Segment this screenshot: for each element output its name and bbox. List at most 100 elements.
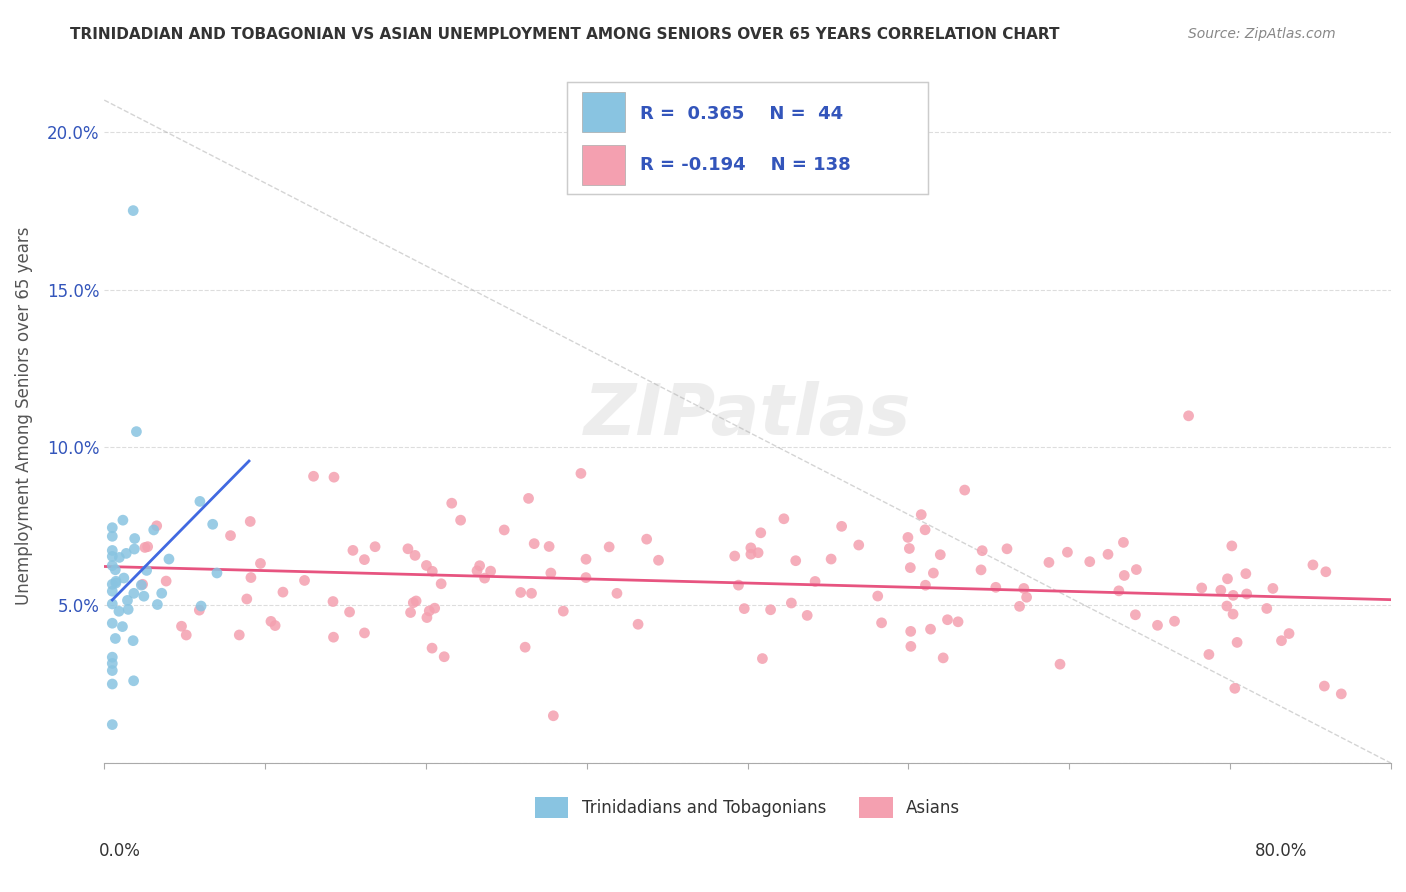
Point: [1191, 581, 1213, 595]
Point: [146, 598, 169, 612]
Point: [636, 532, 658, 546]
Point: [920, 622, 942, 636]
Point: [1056, 545, 1078, 559]
Point: [228, 628, 250, 642]
Point: [751, 651, 773, 665]
Point: [575, 571, 598, 585]
Point: [468, 558, 491, 573]
Point: [1112, 535, 1135, 549]
Point: [1097, 547, 1119, 561]
Point: [1313, 679, 1336, 693]
Point: [142, 523, 165, 537]
Point: [353, 552, 375, 566]
Point: [831, 519, 853, 533]
Point: [1302, 558, 1324, 572]
Point: [323, 470, 346, 484]
Point: [402, 596, 425, 610]
Legend: Trinidadians and Tobagonians, Asians: Trinidadians and Tobagonians, Asians: [529, 790, 967, 824]
Point: [124, 532, 146, 546]
Point: [1278, 626, 1301, 640]
Point: [190, 599, 212, 613]
Point: [101, 521, 124, 535]
Point: [1234, 566, 1257, 581]
Point: [540, 566, 562, 580]
Point: [796, 608, 818, 623]
Point: [1223, 681, 1246, 696]
Point: [104, 563, 127, 577]
Point: [479, 564, 502, 578]
Point: [201, 517, 224, 532]
Point: [543, 708, 565, 723]
Point: [523, 536, 546, 550]
Point: [239, 515, 262, 529]
Point: [124, 542, 146, 557]
Point: [219, 528, 242, 542]
Point: [342, 543, 364, 558]
Point: [364, 540, 387, 554]
Text: 0.0%: 0.0%: [98, 842, 141, 860]
Point: [914, 578, 936, 592]
Point: [131, 578, 153, 592]
Point: [1078, 555, 1101, 569]
Point: [101, 543, 124, 558]
Point: [150, 586, 173, 600]
Point: [104, 574, 127, 589]
Point: [423, 601, 446, 615]
Point: [517, 491, 540, 506]
Point: [1146, 618, 1168, 632]
Text: ZIPatlas: ZIPatlas: [583, 381, 911, 450]
Point: [1315, 565, 1337, 579]
Point: [494, 523, 516, 537]
Point: [136, 540, 159, 554]
Point: [984, 580, 1007, 594]
Point: [538, 540, 561, 554]
Point: [627, 617, 650, 632]
Point: [1256, 601, 1278, 615]
Point: [112, 571, 135, 585]
Point: [135, 563, 157, 577]
Point: [1209, 583, 1232, 598]
Point: [104, 576, 127, 591]
Point: [101, 577, 124, 591]
Point: [1222, 588, 1244, 602]
Point: [1236, 587, 1258, 601]
Point: [1163, 614, 1185, 628]
Point: [780, 596, 803, 610]
Point: [1216, 599, 1239, 613]
Text: TRINIDADIAN AND TOBAGONIAN VS ASIAN UNEMPLOYMENT AMONG SENIORS OVER 65 YEARS COR: TRINIDADIAN AND TOBAGONIAN VS ASIAN UNEM…: [70, 27, 1060, 42]
Point: [101, 677, 124, 691]
Text: Source: ZipAtlas.com: Source: ZipAtlas.com: [1188, 27, 1336, 41]
Point: [970, 563, 993, 577]
Point: [820, 552, 842, 566]
Point: [353, 626, 375, 640]
Point: [733, 601, 755, 615]
Point: [170, 619, 193, 633]
Point: [569, 467, 592, 481]
Point: [399, 606, 422, 620]
Point: [264, 618, 287, 632]
Point: [111, 619, 134, 633]
Point: [747, 546, 769, 560]
Point: [420, 641, 443, 656]
Point: [157, 552, 180, 566]
Point: [249, 557, 271, 571]
Point: [101, 717, 124, 731]
Point: [302, 469, 325, 483]
Point: [101, 597, 124, 611]
Point: [404, 549, 426, 563]
Point: [898, 560, 921, 574]
Point: [914, 523, 936, 537]
Point: [188, 494, 211, 508]
Point: [1216, 572, 1239, 586]
Point: [740, 547, 762, 561]
Point: [322, 630, 344, 644]
Point: [101, 664, 124, 678]
Point: [773, 512, 796, 526]
Point: [953, 483, 976, 497]
Point: [1177, 409, 1199, 423]
Point: [1330, 687, 1353, 701]
Point: [155, 574, 177, 588]
Point: [474, 571, 496, 585]
Point: [101, 558, 124, 573]
Point: [509, 585, 531, 599]
